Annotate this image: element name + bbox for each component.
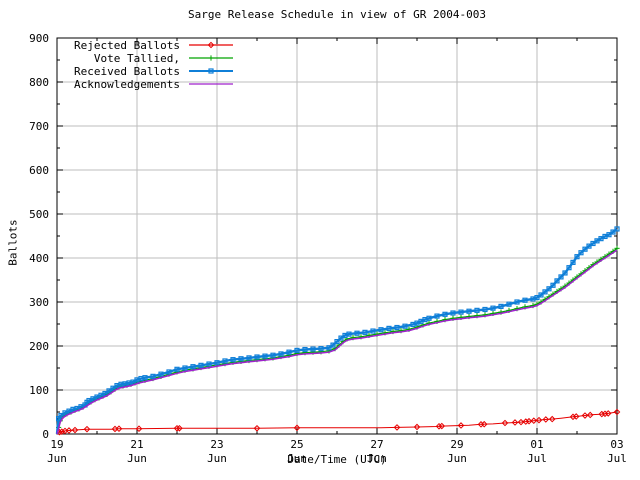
legend-item-rejected-ballots: Rejected Ballots [74, 39, 233, 52]
legend-label-rejected-ballots: Rejected Ballots [74, 39, 180, 52]
series-markers-vote-tallied [56, 245, 620, 430]
legend-item-acknowledgements: Acknowledgements [74, 78, 233, 91]
svg-text:200: 200 [29, 340, 49, 353]
gridlines [57, 38, 617, 434]
legend-item-vote-tallied: Vote Tallied, [94, 52, 233, 65]
svg-text:300: 300 [29, 296, 49, 309]
series-markers-rejected-ballots [56, 408, 621, 436]
series-rejected-ballots [56, 408, 621, 436]
svg-text:600: 600 [29, 164, 49, 177]
series-line-rejected-ballots [56, 411, 618, 435]
series-line-received-ballots [55, 228, 618, 435]
series-received-ballots [55, 226, 620, 435]
series-markers-received-ballots [55, 226, 620, 422]
x-axis-title: Date/Time (UTC) [287, 453, 387, 466]
svg-text:400: 400 [29, 252, 49, 265]
legend-label-vote-tallied: Vote Tallied, [94, 52, 180, 65]
svg-text:800: 800 [29, 76, 49, 89]
svg-text:900: 900 [29, 32, 49, 45]
plot-border [56, 37, 618, 435]
svg-text:500: 500 [29, 208, 49, 221]
legend-label-acknowledgements: Acknowledgements [74, 78, 180, 91]
legend-item-received-ballots: Received Ballots [74, 65, 233, 78]
svg-text:100: 100 [29, 384, 49, 397]
series-line-acknowledgements [56, 249, 618, 435]
svg-text:0: 0 [42, 428, 49, 441]
y-tick-labels: 0 100 200 300 400 500 600 700 800 900 [29, 32, 49, 441]
chart-title: Sarge Release Schedule in view of GR 200… [187, 8, 486, 21]
series-acknowledgements [56, 249, 618, 435]
axis-ticks [56, 37, 618, 435]
svg-text:700: 700 [29, 120, 49, 133]
x-tick-labels: 19 Jun 21 Jun 23 Jun 25 Jun 27 Jun 29 Jun 01 Jul 03 Jul [47, 438, 627, 465]
legend-label-received-ballots: Received Ballots [74, 65, 180, 78]
